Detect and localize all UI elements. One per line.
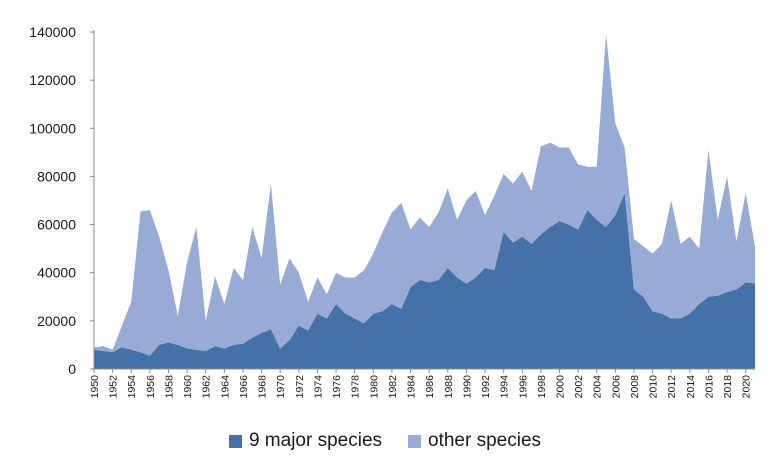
x-tick-label: 1992 — [480, 375, 492, 399]
x-tick-label: 1964 — [219, 375, 231, 399]
x-tick-label: 2012 — [666, 375, 678, 399]
x-tick-label: 2014 — [685, 375, 697, 399]
x-tick-label: 2002 — [573, 375, 585, 399]
x-tick-label: 1968 — [257, 375, 269, 399]
area-series-9-major-species — [94, 193, 755, 369]
x-tick-label: 1952 — [108, 375, 120, 399]
y-tick-label: 80000 — [37, 168, 76, 184]
x-tick-label: 1984 — [406, 375, 418, 399]
legend-swatch-other — [408, 434, 422, 448]
x-tick-label: 1956 — [145, 375, 157, 399]
y-tick-label: 20000 — [37, 313, 76, 329]
x-tick-label: 1976 — [331, 375, 343, 399]
x-tick-label: 2000 — [554, 375, 566, 399]
y-tick-label: 40000 — [37, 265, 76, 281]
legend-swatch-major — [228, 434, 242, 448]
y-tick-label: 140000 — [29, 24, 76, 40]
x-tick-label: 1958 — [163, 375, 175, 399]
x-axis-ticks: 1950 1952 1954 1956 1958 1960 1962 1964 1966 1968… — [89, 369, 753, 398]
x-tick-label: 1978 — [350, 375, 362, 399]
x-tick-label: 1950 — [89, 375, 101, 399]
x-tick-label: 2018 — [722, 375, 734, 399]
y-axis-ticks: 0 20000 40000 60000 80000 100000 120000 140000 — [29, 24, 94, 377]
x-tick-label: 1996 — [517, 375, 529, 399]
x-tick-label: 1962 — [201, 375, 213, 399]
x-tick-label: 1982 — [387, 375, 399, 399]
y-tick-label: 100000 — [29, 120, 76, 136]
legend-label-major: 9 major species — [248, 430, 383, 451]
x-tick-label: 2008 — [629, 375, 641, 399]
axes — [93, 30, 755, 370]
x-tick-label: 1988 — [443, 375, 455, 399]
legend-item-other: other species — [408, 430, 541, 452]
x-tick-label: 1998 — [536, 375, 548, 399]
legend-item-major: 9 major species — [228, 430, 383, 452]
y-tick-label: 0 — [68, 361, 76, 377]
x-tick-label: 2004 — [592, 375, 604, 399]
x-tick-label: 1954 — [126, 375, 138, 399]
x-tick-label: 1974 — [312, 375, 324, 399]
x-tick-label: 1970 — [275, 375, 287, 399]
x-tick-label: 1980 — [368, 375, 380, 399]
x-tick-label: 2020 — [741, 375, 753, 399]
x-tick-label: 2016 — [703, 375, 715, 399]
y-tick-label: 60000 — [37, 217, 76, 233]
x-tick-label: 1966 — [238, 375, 250, 399]
x-tick-label: 2006 — [610, 375, 622, 399]
y-tick-label: 120000 — [29, 72, 76, 88]
x-tick-label: 2010 — [648, 375, 660, 399]
plot-area — [94, 34, 755, 369]
area-series-other-species — [94, 34, 755, 356]
legend: 9 major species other species — [0, 430, 770, 452]
x-tick-label: 1990 — [461, 375, 473, 399]
x-tick-label: 1986 — [424, 375, 436, 399]
stacked-area-chart: 020000400006000080000100000120000140000 … — [29, 24, 755, 398]
x-tick-label: 1972 — [294, 375, 306, 399]
x-tick-label: 1960 — [182, 375, 194, 399]
legend-label-other: other species — [428, 430, 542, 451]
x-tick-label: 1994 — [499, 375, 511, 399]
